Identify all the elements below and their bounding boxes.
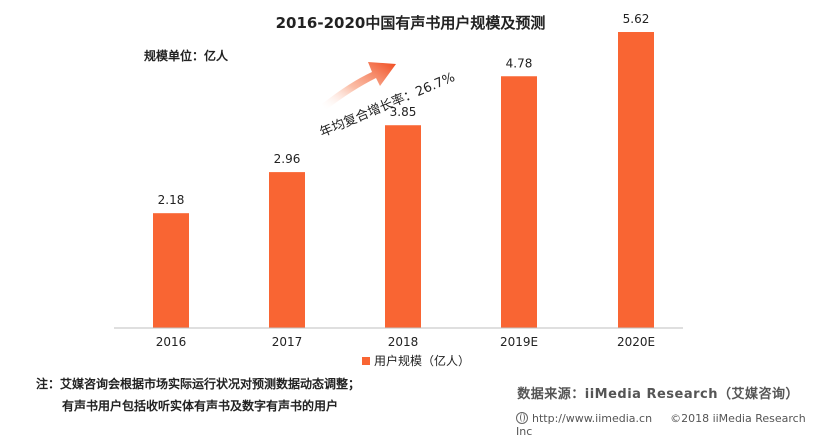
legend-label: 用户规模（亿人）: [374, 353, 470, 368]
x-tick-label-2018: 2018: [388, 335, 419, 349]
bar-2018: [385, 125, 421, 328]
footnote-line-1: 注：艾媒咨询会根据市场实际运行状况对预测数据动态调整；: [36, 377, 361, 391]
bar-value-label-2017: 2.96: [274, 152, 301, 166]
bar-2019E: [501, 76, 537, 329]
bar-2016: [153, 213, 189, 328]
x-tick-label-2016: 2016: [156, 335, 187, 349]
unit-label: 规模单位：亿人: [144, 49, 229, 63]
bar-2020E: [618, 32, 654, 328]
data-source: 数据来源：iiMedia Research（艾媒咨询）: [517, 387, 799, 402]
footer-url[interactable]: http://www.iimedia.cn: [532, 412, 653, 425]
footer: http://www.iimedia.cn ©2018 iiMedia Resea…: [516, 412, 821, 438]
bar-value-label-2020E: 5.62: [623, 12, 650, 26]
bar-2017: [269, 172, 305, 328]
x-tick-label-2019E: 2019E: [500, 335, 538, 349]
footnote-line-2: 有声书用户包括收听实体有声书及数字有声书的用户: [62, 399, 339, 413]
bar-value-label-2019E: 4.78: [506, 56, 533, 70]
x-tick-label-2017: 2017: [272, 335, 303, 349]
footnotes: 注：艾媒咨询会根据市场实际运行状况对预测数据动态调整； 有声书用户包括收听实体有…: [36, 373, 360, 417]
x-tick-label-2020E: 2020E: [617, 335, 655, 349]
legend: 用户规模（亿人）: [362, 353, 470, 368]
growth-arrow: [322, 62, 396, 110]
legend-swatch: [362, 357, 370, 365]
globe-icon: [516, 412, 528, 424]
chart-title: 2016-2020中国有声书用户规模及预测: [275, 14, 546, 32]
bar-value-label-2016: 2.18: [158, 193, 185, 207]
bar-value-label-2018: 3.85: [390, 105, 417, 119]
